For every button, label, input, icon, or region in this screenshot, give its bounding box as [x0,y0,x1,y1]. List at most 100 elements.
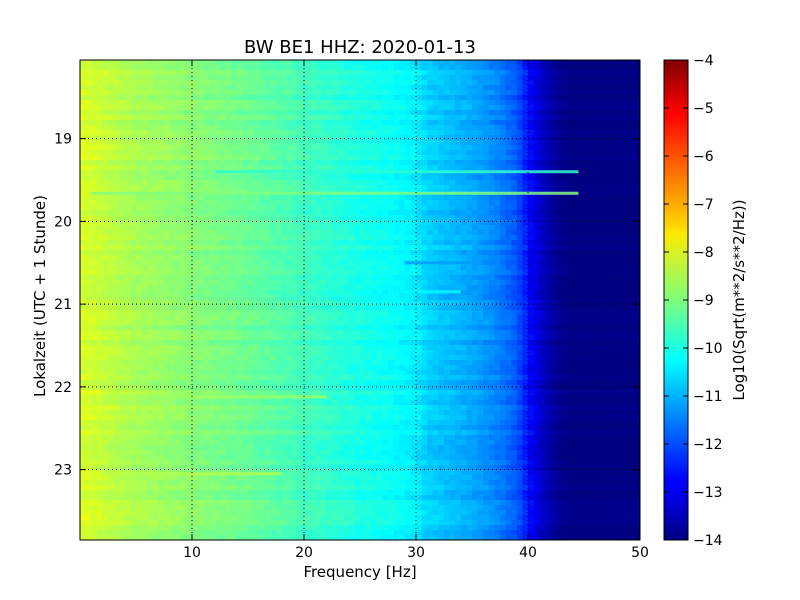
heatmap-cell [158,115,165,121]
heatmap-cell [388,285,394,291]
heatmap-cell [152,125,159,131]
heatmap-cell [578,120,585,126]
heatmap-cell [500,75,506,81]
heatmap-cell [208,300,215,306]
heatmap-cell [360,260,366,266]
heatmap-cell [113,75,120,81]
heatmap-cell [225,200,232,206]
heatmap-cell [589,60,596,66]
heatmap-cell [175,95,182,101]
heatmap-cell [186,75,193,81]
heatmap-cell [354,305,361,311]
heatmap-cell [141,195,148,201]
heatmap-cell [270,260,277,266]
heatmap-cell [80,305,86,311]
heatmap-cell [102,195,109,201]
heatmap-cell [376,125,383,131]
heatmap-cell [539,235,546,241]
heatmap-cell [147,120,154,126]
heatmap-cell [208,160,215,166]
heatmap-cell [270,295,277,301]
heatmap-cell [399,155,406,161]
heatmap-cell [197,125,204,131]
heatmap-cell [326,155,333,161]
heatmap-cell [136,65,142,71]
heatmap-cell [141,240,148,246]
heatmap-cell [270,230,277,236]
heatmap-cell [304,140,310,146]
heatmap-cell [472,140,478,146]
heatmap-cell [203,145,210,151]
heatmap-cell [158,210,165,216]
heatmap-cell [85,245,92,251]
heatmap-cell [203,150,210,156]
heatmap-cell [628,115,635,121]
heatmap-cell [382,120,389,126]
heatmap-cell [248,285,254,291]
heatmap-cell [136,195,142,201]
heatmap-cell [561,265,568,271]
heatmap-cell [617,215,624,221]
heatmap-cell [320,65,327,71]
heatmap-cell [119,205,126,211]
heatmap-cell [354,160,361,166]
heatmap-cell [337,160,344,166]
heatmap-cell [225,175,232,181]
heatmap-cell [511,285,518,291]
heatmap-cell [124,75,131,81]
heatmap-cell [410,145,417,151]
heatmap-cell [130,95,137,101]
heatmap-cell [584,160,590,166]
heatmap-cell [253,300,260,306]
heatmap-cell [108,90,114,96]
heatmap-cell [533,275,540,281]
heatmap-cell [427,175,434,181]
heatmap-cell [298,180,305,186]
heatmap-cell [326,150,333,156]
heatmap-cell [242,75,249,81]
heatmap-cell [136,295,142,301]
heatmap-cell [354,240,361,246]
heatmap-cell [264,270,271,276]
heatmap-cell [108,290,114,296]
heatmap-cell [488,200,495,206]
heatmap-cell [287,130,294,136]
heatmap-cell [248,275,254,281]
heatmap-cell [220,235,226,241]
heatmap-cell [550,145,557,151]
heatmap-cell [236,200,243,206]
heatmap-cell [511,195,518,201]
heatmap-cell [438,125,445,131]
heatmap-cell [180,100,187,106]
heatmap-cell [416,255,422,261]
heatmap-cell [287,185,294,191]
heatmap-cell [466,130,473,136]
heatmap-cell [203,235,210,241]
heatmap-cell [550,110,557,116]
heatmap-cell [505,205,512,211]
heatmap-cell [617,130,624,136]
heatmap-cell [617,160,624,166]
heatmap-cell [220,260,226,266]
heatmap-cell [388,80,394,86]
heatmap-cell [634,200,641,206]
heatmap-cell [438,305,445,311]
heatmap-cell [376,105,383,111]
heatmap-cell [85,85,92,91]
heatmap-cell [276,75,282,81]
heatmap-cell [572,295,579,301]
heatmap-cell [522,210,529,216]
heatmap-cell [516,105,523,111]
heatmap-cell [287,145,294,151]
heatmap-cell [225,140,232,146]
heatmap-cell [623,285,630,291]
heatmap-cell [404,70,411,76]
heatmap-cell [477,255,484,261]
heatmap-cell [500,295,506,301]
heatmap-cell [236,230,243,236]
heatmap-cell [572,180,579,186]
heatmap-cell [309,80,316,86]
heatmap-cell [371,165,378,171]
heatmap-cell [500,180,506,186]
heatmap-cell [634,295,641,301]
